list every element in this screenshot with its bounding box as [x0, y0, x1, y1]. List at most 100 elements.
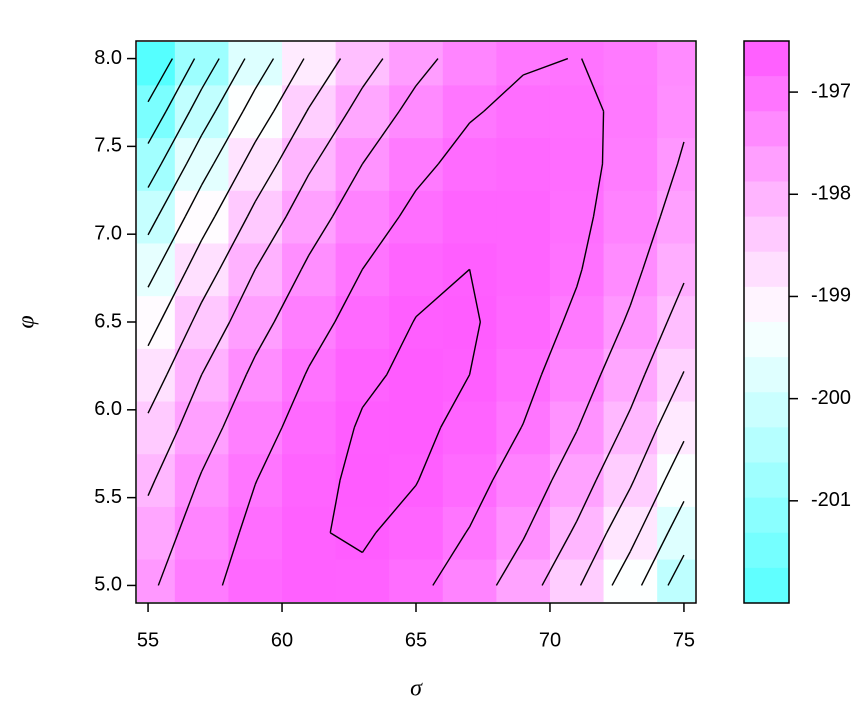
- contour-line: [676, 141, 685, 165]
- contour-line: [606, 487, 631, 534]
- contour-line: [329, 532, 363, 554]
- cell: [282, 242, 337, 297]
- contour-line: [576, 269, 583, 288]
- cell: [174, 506, 229, 560]
- contour-line: [308, 321, 336, 368]
- contour-line: [178, 374, 203, 428]
- cell: [137, 84, 176, 139]
- cell: [442, 453, 497, 507]
- contour-line: [154, 427, 180, 481]
- contour-line: [177, 479, 199, 533]
- cell: [389, 559, 444, 602]
- contour-line: [577, 374, 602, 428]
- cell: [137, 401, 176, 455]
- contour-line: [522, 374, 543, 424]
- cell: [657, 453, 695, 507]
- cell: [496, 559, 551, 602]
- y-tick-label: 5.5: [94, 486, 122, 508]
- cell: [603, 137, 658, 191]
- contour-line: [468, 321, 481, 375]
- contour-line: [254, 216, 287, 270]
- contour-line: [483, 74, 524, 112]
- contour-line: [147, 268, 159, 288]
- contour-line: [522, 532, 528, 541]
- contour-line: [353, 407, 364, 428]
- contour-line: [308, 58, 342, 109]
- x-tick-label: 65: [405, 629, 427, 651]
- cell: [549, 137, 605, 191]
- contour-line: [437, 122, 471, 165]
- contour-line: [629, 269, 644, 306]
- contour-line: [412, 316, 417, 323]
- cell: [603, 42, 658, 86]
- cell: [389, 506, 444, 560]
- contour-line: [633, 427, 659, 481]
- contour-line: [361, 374, 388, 409]
- cell: [603, 190, 658, 244]
- y-tick-label: 6.0: [94, 398, 122, 420]
- cell: [549, 295, 605, 349]
- contour-line: [281, 374, 306, 428]
- colorbar-band: [744, 357, 789, 393]
- contour-line: [329, 479, 341, 533]
- cell: [549, 559, 605, 602]
- cell: [137, 506, 176, 560]
- contour-line: [656, 374, 684, 428]
- contour-line: [579, 532, 608, 586]
- contour-line: [398, 189, 417, 218]
- contour-line: [256, 427, 283, 481]
- cell: [496, 42, 551, 86]
- cell: [282, 84, 337, 139]
- cell: [496, 453, 551, 507]
- contour-line: [629, 374, 646, 410]
- contour-line: [386, 321, 414, 375]
- cell: [174, 42, 229, 86]
- cell: [603, 559, 658, 602]
- contour-line: [214, 58, 246, 112]
- cell: [174, 190, 229, 244]
- contour-line: [667, 554, 685, 586]
- contour-line: [664, 440, 685, 481]
- contour-line: [308, 216, 333, 256]
- contour-line: [214, 163, 244, 217]
- contour-line: [306, 107, 310, 112]
- colorbar-band: [744, 216, 789, 253]
- contour-line: [186, 239, 203, 270]
- contour-line: [201, 58, 220, 90]
- x-tick-label: 70: [539, 629, 561, 651]
- contour-line: [418, 427, 442, 481]
- cell: [228, 506, 283, 560]
- colorbar-tick-label: -200: [811, 387, 851, 409]
- cell: [657, 559, 695, 602]
- colorbar-band: [744, 392, 789, 428]
- cell: [389, 453, 444, 507]
- y-tick-label: 5.0: [94, 574, 122, 596]
- contour-line: [201, 110, 217, 136]
- contour-line: [576, 479, 597, 522]
- cell: [549, 242, 605, 297]
- contour-line: [273, 58, 305, 112]
- cell: [603, 84, 658, 139]
- cell: [496, 295, 551, 349]
- contour-line: [201, 216, 216, 241]
- contour-line: [197, 471, 203, 481]
- cell: [174, 401, 229, 455]
- cell: [442, 190, 497, 244]
- contour-line: [201, 321, 231, 376]
- cell: [496, 190, 551, 244]
- cell: [657, 137, 695, 191]
- contour-line: [592, 163, 604, 217]
- contour-line: [522, 57, 569, 76]
- contour-line: [468, 269, 481, 323]
- cell: [389, 348, 444, 402]
- cell: [657, 295, 695, 349]
- contour-line: [667, 501, 685, 534]
- cell: [335, 453, 390, 507]
- cell: [442, 559, 497, 602]
- cell: [137, 559, 176, 602]
- cell: [389, 295, 444, 349]
- cell: [282, 295, 337, 349]
- contour-line: [147, 58, 174, 103]
- cell: [496, 506, 551, 560]
